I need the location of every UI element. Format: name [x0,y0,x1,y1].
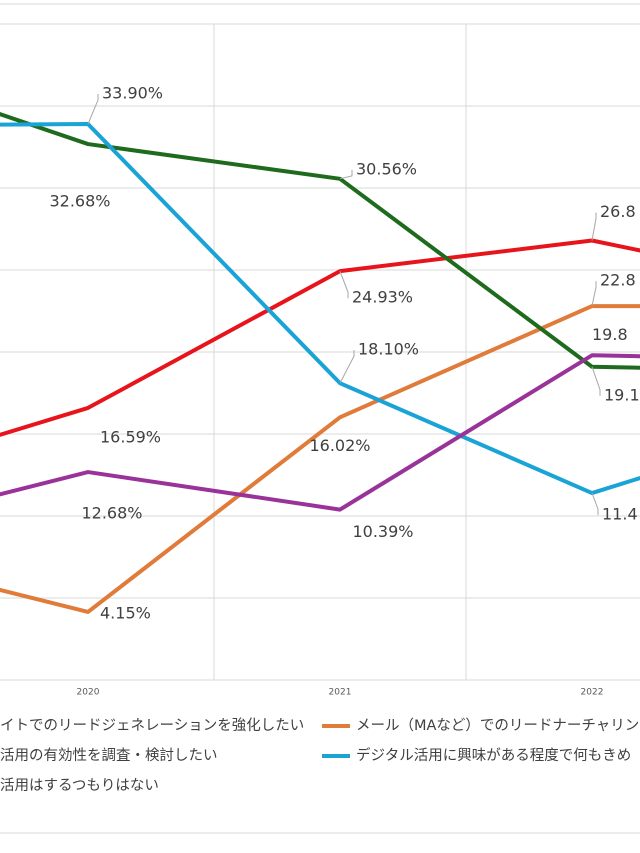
leader-line [87,94,99,125]
leader-line [591,366,601,396]
data-label: 24.93% [352,288,413,307]
data-label: 22.8 [600,271,636,290]
data-label: 4.15% [100,603,151,622]
leader-line [339,169,353,180]
data-label: 16.02% [309,436,370,455]
legend-label: デジタル活用に興味がある程度で何もきめ [356,746,631,764]
series-line [0,304,640,614]
data-label: 11.4 [602,505,638,524]
data-label: 32.68% [49,192,110,211]
leader-line [339,350,355,384]
x-tick-label: 2020 [77,688,100,698]
data-label: 10.39% [352,522,413,541]
legend-label: イトでのリードジェネレーションを強化したい [0,717,304,734]
leader-line [591,281,597,307]
data-label: 30.56% [356,159,417,178]
leader-line [591,492,599,516]
data-label: 26.8 [600,202,636,221]
data-label: 33.90% [102,84,163,103]
data-label: 18.10% [358,340,419,359]
data-label: 19.1 [604,385,640,404]
leader-line [591,212,597,241]
chart-frame [0,3,640,834]
leader-line [339,270,349,299]
data-label: 12.68% [81,504,142,523]
data-label: 16.59% [100,427,161,446]
series-line [0,353,640,512]
x-tick-label: 2021 [329,688,352,698]
legend-label: 活用はするつもりはない [0,777,159,794]
data-label: 19.8 [592,325,628,344]
legend-label: メール（MAなど）でのリードナーチャリング [356,717,640,734]
legend-label: 活用の有効性を調査・検討したい [0,747,218,764]
x-tick-label: 2022 [581,688,604,698]
